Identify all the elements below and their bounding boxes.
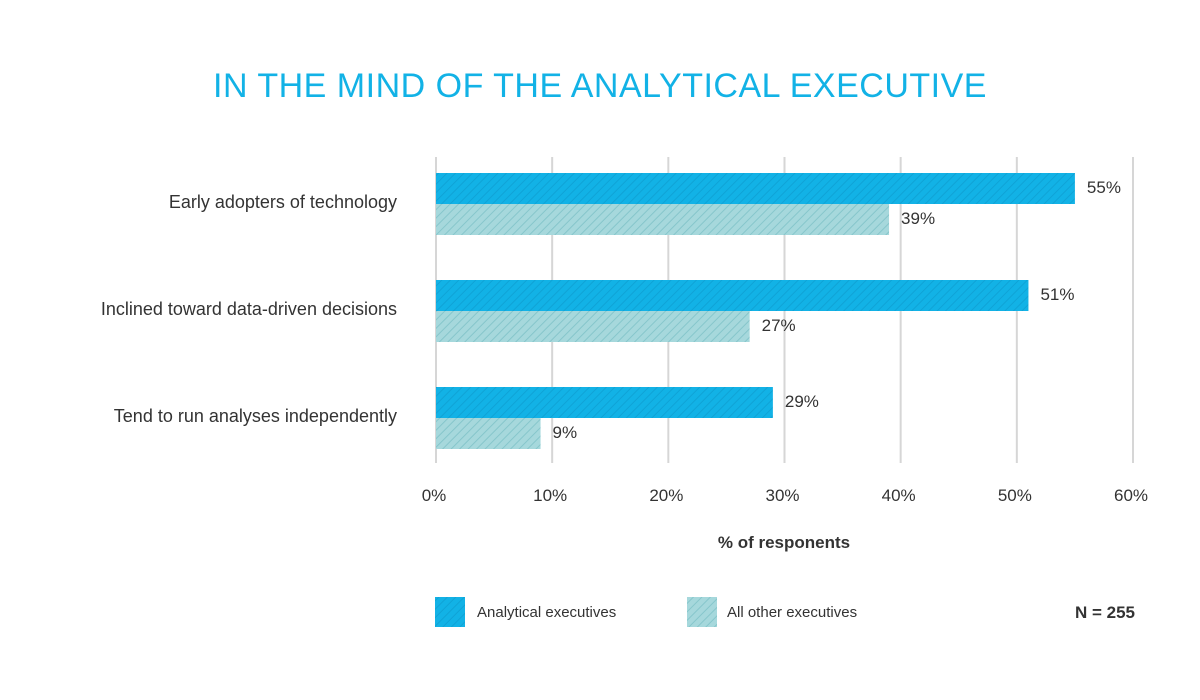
data-label: 9% (553, 423, 578, 442)
category-label: Inclined toward data-driven decisions (101, 299, 397, 319)
data-label: 29% (785, 392, 819, 411)
x-tick-label: 10% (533, 486, 567, 505)
chart-title: IN THE MIND OF THE ANALYTICAL EXECUTIVE (213, 67, 987, 105)
category-label: Early adopters of technology (169, 192, 397, 212)
sample-size-note: N = 255 (1075, 603, 1135, 622)
data-label: 51% (1040, 285, 1074, 304)
data-label: 55% (1087, 178, 1121, 197)
x-tick-label: 60% (1114, 486, 1148, 505)
x-tick-label: 40% (882, 486, 916, 505)
category-label: Tend to run analyses independently (114, 406, 397, 426)
category-labels: Early adopters of technology Inclined tow… (101, 192, 397, 426)
x-tick-label: 50% (998, 486, 1032, 505)
bar-other (436, 418, 541, 449)
legend-label-analytical: Analytical executives (477, 604, 616, 621)
legend-swatch-analytical (435, 597, 465, 627)
x-tick-label: 0% (422, 486, 447, 505)
legend-label-other: All other executives (727, 604, 857, 621)
x-tick-label: 30% (765, 486, 799, 505)
legend-swatch-other (687, 597, 717, 627)
x-tick-labels: 0% 10% 20% 30% 40% 50% 60% (422, 486, 1148, 505)
data-label: 39% (901, 209, 935, 228)
legend: Analytical executives All other executiv… (435, 597, 857, 627)
bar-other (436, 204, 890, 235)
bar-other (436, 311, 750, 342)
data-labels: 55% 39% 51% 27% 29% 9% (553, 178, 1121, 442)
bar-analytical (436, 280, 1029, 311)
bars (436, 173, 1075, 449)
x-axis-title: % of responents (718, 533, 850, 552)
data-label: 27% (762, 316, 796, 335)
x-tick-label: 20% (649, 486, 683, 505)
bar-analytical (436, 387, 773, 418)
bar-analytical (436, 173, 1075, 204)
